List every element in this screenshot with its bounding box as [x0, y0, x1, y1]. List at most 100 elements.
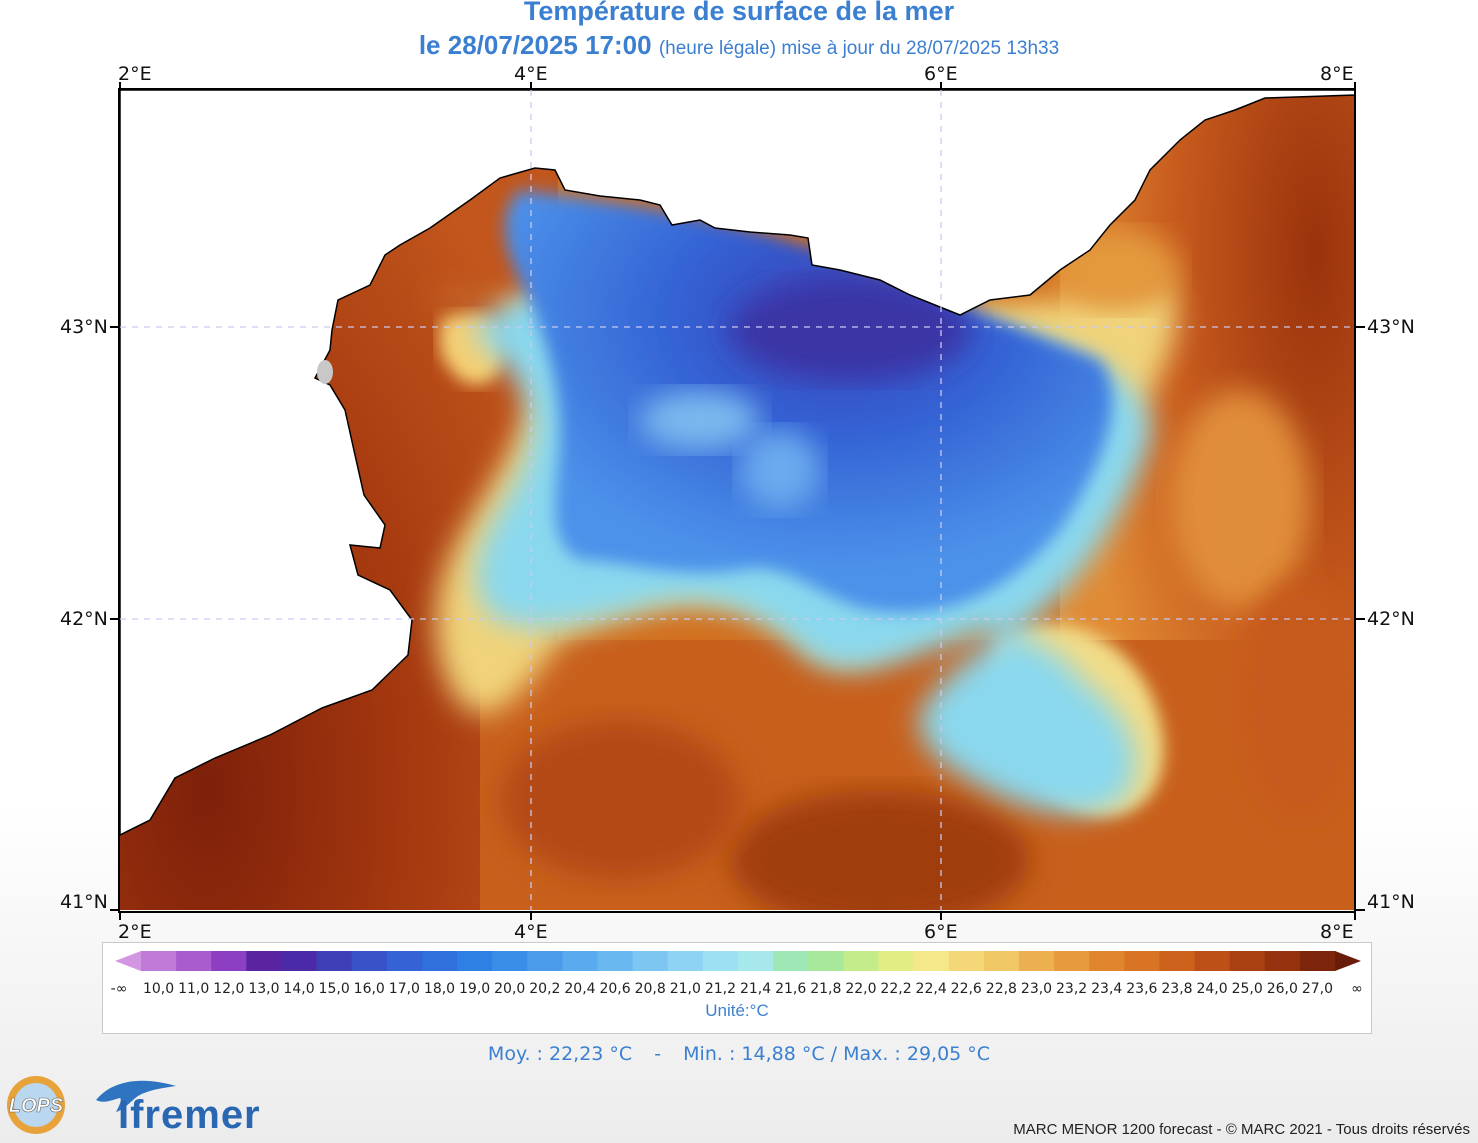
lat-tick-left-43n: 43°N	[60, 316, 108, 338]
colorbar-swatch	[878, 951, 915, 971]
colorbar-swatch	[667, 951, 704, 971]
legend-label: 20,6	[599, 981, 631, 997]
mean-value: Moy. : 22,23 °C	[487, 1043, 633, 1065]
lat-tick-right-41n: 41°N	[1367, 891, 1415, 913]
land-mass	[119, 89, 1356, 837]
legend-label: 16,0	[353, 981, 385, 997]
unit-label: Unité:°C	[705, 1001, 769, 1020]
legend-label: 23,0	[1020, 981, 1053, 997]
legend-label: 15,0	[318, 981, 350, 997]
colorbar-swatch	[1124, 951, 1160, 971]
legend-label: 23,6	[1126, 981, 1158, 997]
legend-label: 22,0	[845, 981, 877, 997]
legend-label: 24,0	[1196, 981, 1228, 997]
legend-label: 27,0	[1301, 981, 1334, 997]
sst-map	[110, 82, 1365, 920]
colorbar-swatch	[983, 951, 1020, 971]
legend-label: 18,0	[423, 981, 456, 997]
colorbar-swatch	[421, 951, 458, 971]
legend-label: 12,0	[213, 981, 245, 997]
stats-line: Moy. : 22,23 °C - Min. : 14,88 °C / Max.…	[0, 1043, 1478, 1065]
legend-label: 11,0	[178, 981, 210, 997]
legend-label: 20,0	[494, 981, 526, 997]
legend-label: 25,0	[1231, 981, 1263, 997]
legend-label: 22,8	[985, 981, 1017, 997]
legend-label: 13,0	[248, 981, 280, 997]
colorbar	[115, 951, 1361, 971]
colorbar-swatch	[948, 951, 985, 971]
lat-tick-right-43n: 43°N	[1367, 316, 1415, 338]
title-line-1: Température de surface de la mer	[523, 0, 955, 26]
lat-tick-right-42n: 42°N	[1367, 608, 1415, 630]
colorbar-swatch	[1159, 951, 1196, 971]
lon-tick-top-2e: 2°E	[118, 63, 152, 85]
colorbar-swatch	[351, 951, 388, 971]
legend-label: ∞	[1351, 981, 1363, 997]
colorbar-swatch	[281, 951, 318, 971]
colorbar-swatch	[1089, 951, 1125, 971]
colorbar-swatch	[773, 951, 809, 971]
colorbar-arrow-right	[1335, 951, 1361, 971]
colorbar-swatch	[843, 951, 879, 971]
colorbar-swatch	[457, 951, 493, 971]
legend-label: 23,8	[1161, 981, 1193, 997]
colorbar-swatch	[597, 951, 634, 971]
lagoon	[317, 360, 333, 384]
legend-labels: -∞ 10,0 11,0 12,0 13,0 14,0 15,0 16,0 17,0 18,0 19…	[103, 981, 1371, 1001]
lon-tick-top-6e: 6°E	[924, 63, 958, 85]
colorbar-swatch	[316, 951, 353, 971]
legend-label: 21,4	[739, 981, 772, 997]
legend-label: 22,6	[950, 981, 982, 997]
colorbar-swatch	[1264, 951, 1301, 971]
colorbar-swatch	[1229, 951, 1266, 971]
lon-tick-top-8e: 8°E	[1320, 63, 1354, 85]
lon-tick-bottom-4e: 4°E	[514, 921, 548, 943]
legend-label: 21,2	[704, 981, 737, 997]
colorbar-swatch	[632, 951, 669, 971]
legend: -∞ 10,0 11,0 12,0 13,0 14,0 15,0 16,0 17,0 18,0 19…	[102, 942, 1372, 1034]
ifremer-dolphin-icon	[96, 1080, 176, 1112]
lon-tick-bottom-8e: 8°E	[1320, 921, 1354, 943]
colorbar-swatch	[492, 951, 528, 971]
copyright-footer: MARC MENOR 1200 forecast - © MARC 2021 -…	[1013, 1121, 1470, 1138]
legend-label: 21,0	[669, 981, 701, 997]
lon-tick-bottom-2e: 2°E	[118, 921, 152, 943]
colorbar-swatch	[246, 951, 282, 971]
legend-label: 20,8	[634, 981, 666, 997]
colorbar-swatch	[141, 951, 177, 971]
legend-label: 20,2	[529, 981, 561, 997]
legend-label: 23,4	[1091, 981, 1123, 997]
update-info: (heure légale) mise à jour du 28/07/2025…	[658, 38, 1060, 59]
colorbar-swatch	[702, 951, 739, 971]
colorbar-swatch	[1054, 951, 1090, 971]
legend-label: 17,0	[388, 981, 420, 997]
colorbar-swatch	[527, 951, 563, 971]
colorbar-swatch	[1194, 951, 1231, 971]
colorbar-swatch	[738, 951, 774, 971]
min-max-value: Min. : 14,88 °C / Max. : 29,05 °C	[683, 1043, 991, 1065]
legend-label: 26,0	[1266, 981, 1298, 997]
colorbar-swatch	[176, 951, 212, 971]
legend-label: 22,4	[915, 981, 947, 997]
colorbar-swatch	[1018, 951, 1055, 971]
legend-label: 23,2	[1056, 981, 1088, 997]
lat-tick-left-42n: 42°N	[60, 608, 108, 630]
lops-logo-text: LOPS	[9, 1095, 64, 1117]
forecast-date: le 28/07/2025 17:00	[418, 30, 652, 60]
legend-label: 22,2	[880, 981, 912, 997]
lops-logo: LOPS	[7, 1076, 65, 1134]
legend-label: 20,4	[564, 981, 596, 997]
legend-label: 21,8	[810, 981, 842, 997]
colorbar-swatch	[211, 951, 247, 971]
graticule	[120, 90, 1355, 912]
colorbar-swatch	[1299, 951, 1336, 971]
colorbar-swatch	[386, 951, 423, 971]
legend-label: 14,0	[283, 981, 315, 997]
colorbar-swatch	[562, 951, 599, 971]
legend-label: 19,0	[459, 981, 491, 997]
colorbar-arrow-left	[115, 951, 141, 971]
lat-tick-left-41n: 41°N	[60, 891, 108, 913]
colorbar-swatch	[913, 951, 950, 971]
ifremer-logo-text: Ifremer	[118, 1093, 261, 1137]
title-line-2: le 28/07/2025 17:00 (heure légale) mise …	[0, 30, 1478, 61]
